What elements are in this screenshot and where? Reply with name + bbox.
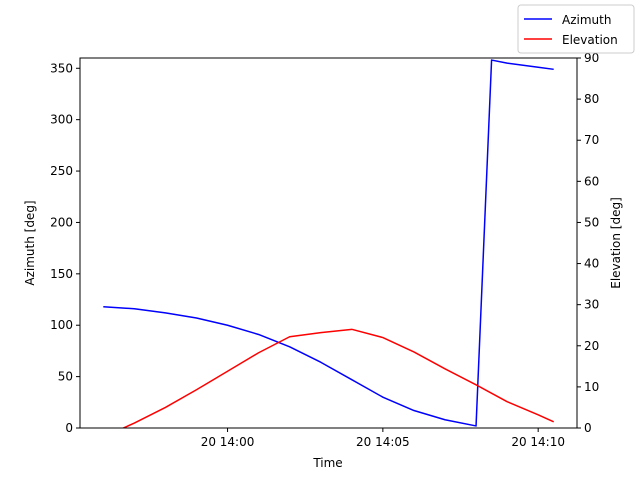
left-y-tick-label: 300 xyxy=(50,113,73,127)
plot-area-frame xyxy=(79,57,578,429)
right-y-tick-label: 10 xyxy=(584,380,599,394)
legend-label-azimuth: Azimuth xyxy=(562,13,611,27)
series-line-elevation xyxy=(121,328,555,428)
right-y-tick-label: 80 xyxy=(584,92,599,106)
legend-label-elevation: Elevation xyxy=(562,33,618,47)
right-y-tick-label: 0 xyxy=(584,421,592,435)
right-y-tick-label: 40 xyxy=(584,257,599,271)
left-y-tick-label: 350 xyxy=(50,61,73,75)
x-tick-label: 20 14:00 xyxy=(201,435,255,449)
left-y-tick-label: 50 xyxy=(58,370,73,384)
x-tick-label: 20 14:05 xyxy=(356,435,410,449)
x-axis-label: Time xyxy=(312,456,342,470)
right-y-tick-label: 90 xyxy=(584,51,599,65)
x-axis: 20 14:00 20 14:05 20 14:10 xyxy=(201,428,565,449)
legend: Azimuth Elevation xyxy=(517,4,635,54)
left-y-tick-label: 200 xyxy=(50,215,73,229)
series-layer xyxy=(103,59,555,428)
right-y-axis: 0 10 20 30 40 50 60 70 80 90 xyxy=(577,51,599,435)
right-y-tick-label: 30 xyxy=(584,298,599,312)
left-y-tick-label: 150 xyxy=(50,267,73,281)
left-y-tick-label: 0 xyxy=(65,421,73,435)
legend-box xyxy=(517,4,635,54)
right-y-tick-label: 70 xyxy=(584,133,599,147)
x-tick-label: 20 14:10 xyxy=(511,435,565,449)
left-y-axis: 0 50 100 150 200 250 300 350 xyxy=(50,61,80,435)
right-y-tick-label: 50 xyxy=(584,215,599,229)
left-y-tick-label: 100 xyxy=(50,318,73,332)
right-y-tick-label: 20 xyxy=(584,339,599,353)
right-y-axis-label: Elevation [deg] xyxy=(609,197,623,289)
left-y-tick-label: 250 xyxy=(50,164,73,178)
left-y-axis-label: Azimuth [deg] xyxy=(23,200,37,285)
series-line-azimuth xyxy=(103,59,554,427)
right-y-tick-label: 60 xyxy=(584,174,599,188)
